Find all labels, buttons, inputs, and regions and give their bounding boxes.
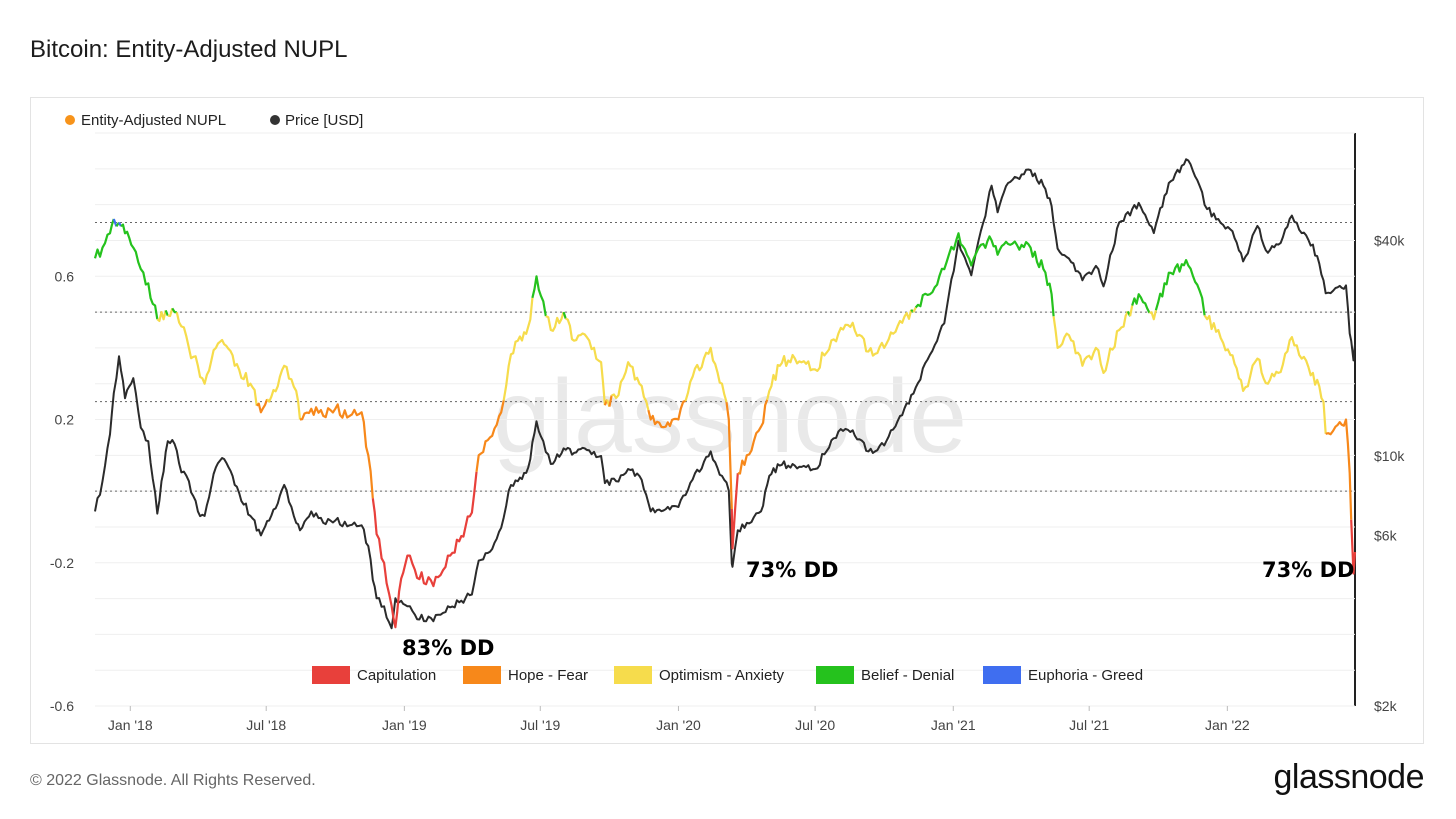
glassnode-logo: glassnode (1273, 758, 1424, 796)
nupl-segment-belief-denial (1131, 293, 1151, 314)
nupl-segment-hope-fear (1325, 418, 1353, 520)
nupl-segment-hope-fear (475, 400, 505, 473)
nupl-segment-optimism-anxiety (565, 317, 606, 406)
drawdown-annotation: 83% DD (402, 636, 494, 660)
nupl-segment-hope-fear (608, 395, 613, 407)
nupl-segment-belief-denial (1154, 259, 1206, 316)
y-right-tick-label: $6k (1374, 527, 1398, 543)
nupl-segment-belief-denial (120, 223, 159, 320)
reference-lines (95, 222, 1355, 492)
y-left-tick-label: -0.6 (50, 698, 74, 714)
drawdown-annotation: 73% DD (746, 558, 838, 582)
nupl-segment-belief-denial (164, 309, 169, 317)
y-left-tick-label: 0.6 (55, 268, 75, 284)
nupl-segment-optimism-anxiety (684, 346, 728, 403)
legend-marker (270, 115, 280, 125)
nupl-segment-belief-denial (531, 275, 547, 317)
nupl-segment-capitulation (371, 471, 478, 629)
nupl-segment-capitulation (730, 473, 739, 550)
y-axis-left: 0.6 0.2 -0.2 -0.6 (50, 268, 74, 714)
nupl-segment-optimism-anxiety (1052, 310, 1129, 374)
x-tick-label: Jan '21 (931, 717, 976, 733)
nupl-segment-optimism-anxiety (1203, 314, 1327, 434)
x-tick-label: Jan '20 (656, 717, 701, 733)
nupl-segment-optimism-anxiety (502, 297, 534, 401)
nupl-segment-belief-denial (93, 218, 115, 259)
x-tick-label: Jan '22 (1205, 717, 1250, 733)
x-tick-label: Jul '20 (795, 717, 835, 733)
nupl-segment-optimism-anxiety (167, 307, 174, 318)
zone-swatch (463, 666, 501, 684)
page-title: Bitcoin: Entity-Adjusted NUPL (30, 36, 348, 63)
nupl-segment-hope-fear (725, 401, 733, 510)
zone-swatch (614, 666, 652, 684)
x-axis: Jan '18 Jul '18 Jan '19 Jul '19 Jan '20 Jul '… (108, 706, 1250, 733)
grid (95, 132, 1356, 707)
nupl-segment-hope-fear (255, 398, 269, 414)
x-tick-label: Jul '18 (246, 717, 286, 733)
x-tick-label: Jul '21 (1069, 717, 1109, 733)
price-series (94, 158, 1356, 630)
legend-marker (65, 115, 75, 125)
zone-label: Hope - Fear (508, 667, 588, 684)
nupl-segment-belief-denial (562, 311, 567, 319)
nupl-segment-optimism-anxiety (266, 364, 302, 420)
nupl-segment-optimism-anxiety (1129, 305, 1134, 317)
series-legend[interactable]: Entity-Adjusted NUPL Price [USD] (65, 112, 363, 129)
x-tick-label: Jan '18 (108, 717, 153, 733)
zone-label: Belief - Denial (861, 667, 954, 684)
nupl-segment-hope-fear (737, 399, 769, 475)
nupl-segment-optimism-anxiety (611, 361, 650, 411)
nupl-segment-capitulation (1350, 519, 1357, 575)
nupl-segment-optimism-anxiety (156, 310, 167, 322)
nupl-segment-optimism-anxiety (912, 307, 917, 313)
nupl-segment-optimism-anxiety (1149, 309, 1157, 321)
nupl-segment-optimism-anxiety (766, 309, 913, 401)
nupl-segment-belief-denial (914, 232, 1055, 317)
drawdown-annotation: 73% DD (1262, 558, 1354, 582)
nupl-segment-belief-denial (171, 307, 177, 314)
price-line (94, 158, 1356, 630)
legend-label: Price [USD] (285, 112, 363, 129)
annotations: 83% DD 73% DD 73% DD (402, 558, 1354, 660)
y-right-tick-label: $10k (1374, 448, 1405, 464)
x-tick-label: Jan '19 (382, 717, 427, 733)
nupl-segment-optimism-anxiety (175, 312, 258, 406)
legend-label: Entity-Adjusted NUPL (81, 112, 226, 129)
y-left-tick-label: -0.2 (50, 555, 74, 571)
nupl-segment-optimism-anxiety (545, 311, 565, 332)
y-axis-right: $40k $10k $6k $2k (1374, 233, 1405, 714)
zone-label: Euphoria - Greed (1028, 667, 1143, 684)
zone-label: Capitulation (357, 667, 436, 684)
zone-swatch (816, 666, 854, 684)
nupl-series (93, 218, 1357, 629)
nupl-segment-hope-fear (647, 399, 687, 429)
zone-swatch (983, 666, 1021, 684)
y-left-tick-label: 0.2 (55, 412, 75, 428)
copyright-text: © 2022 Glassnode. All Rights Reserved. (30, 772, 316, 789)
chart-frame (30, 97, 1424, 744)
zone-legend[interactable]: Capitulation Hope - Fear Optimism - Anxiet… (312, 666, 1143, 684)
x-tick-label: Jul '19 (520, 717, 560, 733)
y-right-tick-label: $40k (1374, 233, 1405, 249)
zone-label: Optimism - Anxiety (659, 667, 785, 684)
zone-swatch (312, 666, 350, 684)
y-right-tick-label: $2k (1374, 698, 1398, 714)
nupl-segment-hope-fear (299, 403, 374, 499)
